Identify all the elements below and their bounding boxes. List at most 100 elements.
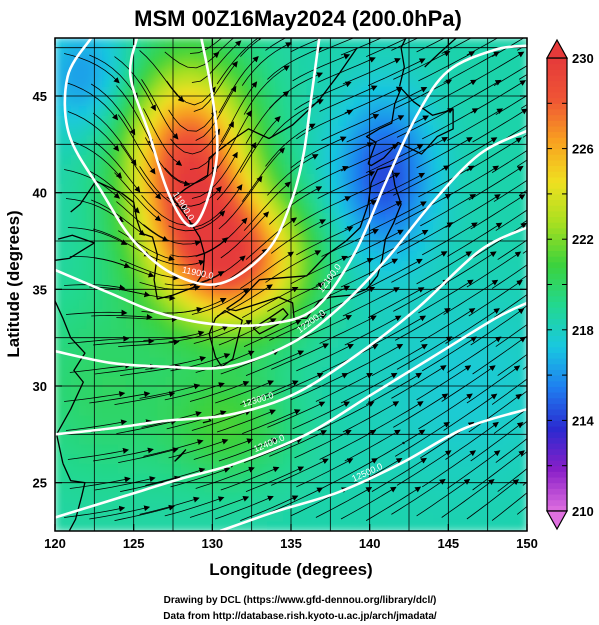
streamline [191,409,252,431]
field-cell [424,357,434,368]
field-cell [259,134,268,145]
field-cell [102,386,111,397]
field-cell [275,125,284,136]
field-cell [117,415,127,426]
field-cell [519,134,527,145]
field-cell [298,308,308,319]
field-cell [519,521,527,531]
field-cell [125,38,135,49]
field-cell [228,163,237,174]
colorbar-segment [547,120,567,127]
field-cell [283,424,292,435]
streamline [67,447,129,460]
field-cell [346,57,355,68]
field-cell [180,366,190,377]
field-cell [251,163,261,174]
streamline [422,108,479,140]
field-cell [519,386,527,397]
field-cell [86,357,95,368]
streamline [491,378,527,405]
field-cell [228,154,237,165]
field-cell [424,386,434,397]
field-cell [361,183,371,194]
streamline [342,401,400,433]
streamline [240,38,262,57]
field-cell [86,366,95,377]
field-cell [220,299,229,310]
field-cell [306,202,316,213]
field-cell [471,115,481,126]
field-cell [291,134,300,145]
field-cell [125,424,135,435]
field-cell [62,260,72,271]
field-cell [471,86,481,97]
field-cell [204,115,213,126]
field-cell [180,289,190,300]
field-cell [141,492,150,503]
field-cell [86,86,95,97]
field-cell [503,328,512,339]
streamline [319,315,377,344]
streamline [270,99,324,138]
field-cell [346,173,355,184]
field-cell [393,270,402,281]
field-cell [369,386,379,397]
field-cell [330,473,339,484]
field-cell [291,357,300,368]
field-cell [424,221,434,232]
field-cell [487,444,497,455]
field-cell [424,405,434,416]
field-cell [62,144,72,155]
field-cell [377,463,386,474]
credit-line-2: Data from http://database.rish.kyoto-u.a… [163,611,437,622]
field-cell [369,221,379,232]
field-cell [385,424,394,435]
colorbar-segment [547,165,567,172]
field-cell [267,453,276,464]
field-cell [55,192,64,203]
field-cell [55,154,64,165]
field-cell [125,511,135,522]
field-cell [141,444,150,455]
field-cell [212,366,221,377]
field-cell [393,482,402,493]
field-cell [519,96,527,107]
field-cell [283,328,292,339]
field-cell [70,318,80,329]
field-cell [86,347,95,358]
field-cell [283,47,292,58]
field-cell [432,502,442,513]
field-cell [393,105,402,116]
field-cell [291,424,300,435]
field-cell [503,192,512,203]
field-cell [330,192,339,203]
field-cell [346,299,355,310]
field-cell [519,395,527,406]
field-cell [62,415,72,426]
field-cell [487,347,497,358]
field-cell [393,115,402,126]
field-cell [243,231,253,242]
field-cell [180,144,190,155]
field-cell [78,57,88,68]
y-tick-label: 35 [33,282,47,297]
field-cell [377,76,386,87]
field-cell [86,337,95,348]
field-cell [479,144,489,155]
field-cell [519,154,527,165]
field-cell [416,192,426,203]
field-cell [432,492,442,503]
field-cell [70,250,80,261]
streamline [220,466,280,491]
field-cell [291,308,300,319]
field-cell [78,328,88,339]
field-cell [212,357,221,368]
field-cell [409,134,418,145]
field-cell [125,221,135,232]
field-cell [102,38,111,49]
field-cell [377,492,386,503]
field-cell [448,337,457,348]
field-cell [133,521,143,531]
field-cell [385,492,394,503]
field-cell [212,444,221,455]
